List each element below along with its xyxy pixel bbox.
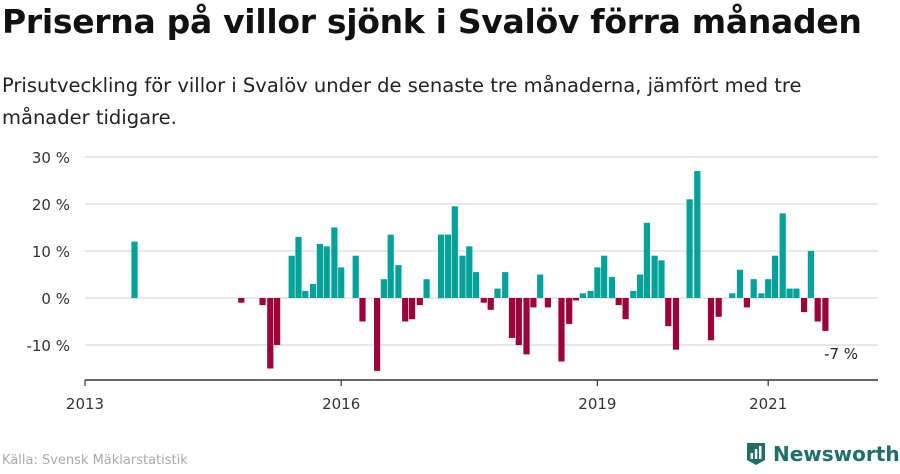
bar [651,255,658,298]
bar [374,298,381,371]
bar [707,298,715,341]
bar [530,298,537,308]
bar [295,236,302,298]
bar [487,298,494,310]
axes [84,379,878,386]
gridlines [85,156,878,346]
bar [793,288,800,298]
bar [736,269,744,298]
bar [643,222,650,298]
bar [743,298,750,308]
bar [267,298,274,369]
bar [615,298,622,306]
bar [537,274,544,298]
x-tick-label: 2016 [322,395,360,413]
bar [594,267,601,298]
bar [352,255,359,298]
bar [814,298,821,322]
bar [502,272,509,298]
bar [451,206,458,298]
chart-subtitle: Prisutveckling för villor i Svalöv under… [2,74,802,129]
bar [523,298,530,355]
bar [359,298,366,322]
bar [444,234,452,299]
bar [672,298,680,350]
bar [515,298,522,345]
bar [786,288,793,298]
bar [416,298,423,306]
bar [380,279,387,298]
bar [601,255,608,298]
bar [331,227,338,298]
bar [715,298,722,317]
bar [630,290,637,298]
bar [801,298,808,313]
bar [637,274,644,298]
bar [750,279,757,298]
y-tick-label: 30 % [32,149,70,167]
bar [438,234,445,299]
value-annotation: -7 % [824,345,858,363]
bar [765,279,772,298]
bar [694,171,701,298]
bar [309,283,317,298]
bar [572,298,580,301]
bar [771,255,779,298]
bar [259,298,266,306]
y-tick-label: 20 % [32,196,70,214]
y-tick-label: -10 % [26,337,70,355]
bar [686,199,693,298]
bar [131,241,138,298]
source-note: Källa: Svensk Mäklarstatistik [2,453,188,468]
bar [579,293,586,298]
bar [658,260,665,298]
brand-logo[interactable]: Newsworthy [745,441,900,467]
x-tick-label: 2021 [749,395,787,413]
y-tick-label: 10 % [32,243,70,261]
bar [665,298,672,327]
bar [409,298,416,320]
bar [459,255,466,298]
bar [323,246,330,298]
bar [566,298,573,324]
bar [274,298,281,345]
bar [338,267,345,298]
bar [729,293,736,298]
x-tick-label: 2019 [578,395,616,413]
bar [622,298,629,320]
brand-name: Newsworthy [773,442,900,466]
bar [758,293,765,298]
x-tick-label: 2013 [66,395,104,413]
bar [387,234,394,299]
bar [807,251,814,298]
bars [131,171,829,371]
bar [822,298,829,331]
bar [494,288,501,298]
bar [558,298,565,362]
bar [473,272,480,298]
bar [587,290,594,298]
bar [238,298,245,303]
bar [423,279,430,298]
bar [395,265,402,298]
bar [466,246,473,298]
chart-title: Priserna på villor sjönk i Svalöv förra … [2,2,862,41]
bar [608,276,615,299]
bar [302,290,309,298]
newsworthy-logo-icon [747,443,765,465]
labels: 30 % 20 % 10 % 0 % -10 % 2013 2016 2019 2021 -7 % [26,149,858,413]
y-tick-label: 0 % [41,290,70,308]
bar [508,298,516,338]
bar [402,298,409,322]
bar [480,298,487,303]
bar [779,213,786,298]
bar [544,298,551,308]
bar [316,243,323,298]
bar [288,255,295,298]
